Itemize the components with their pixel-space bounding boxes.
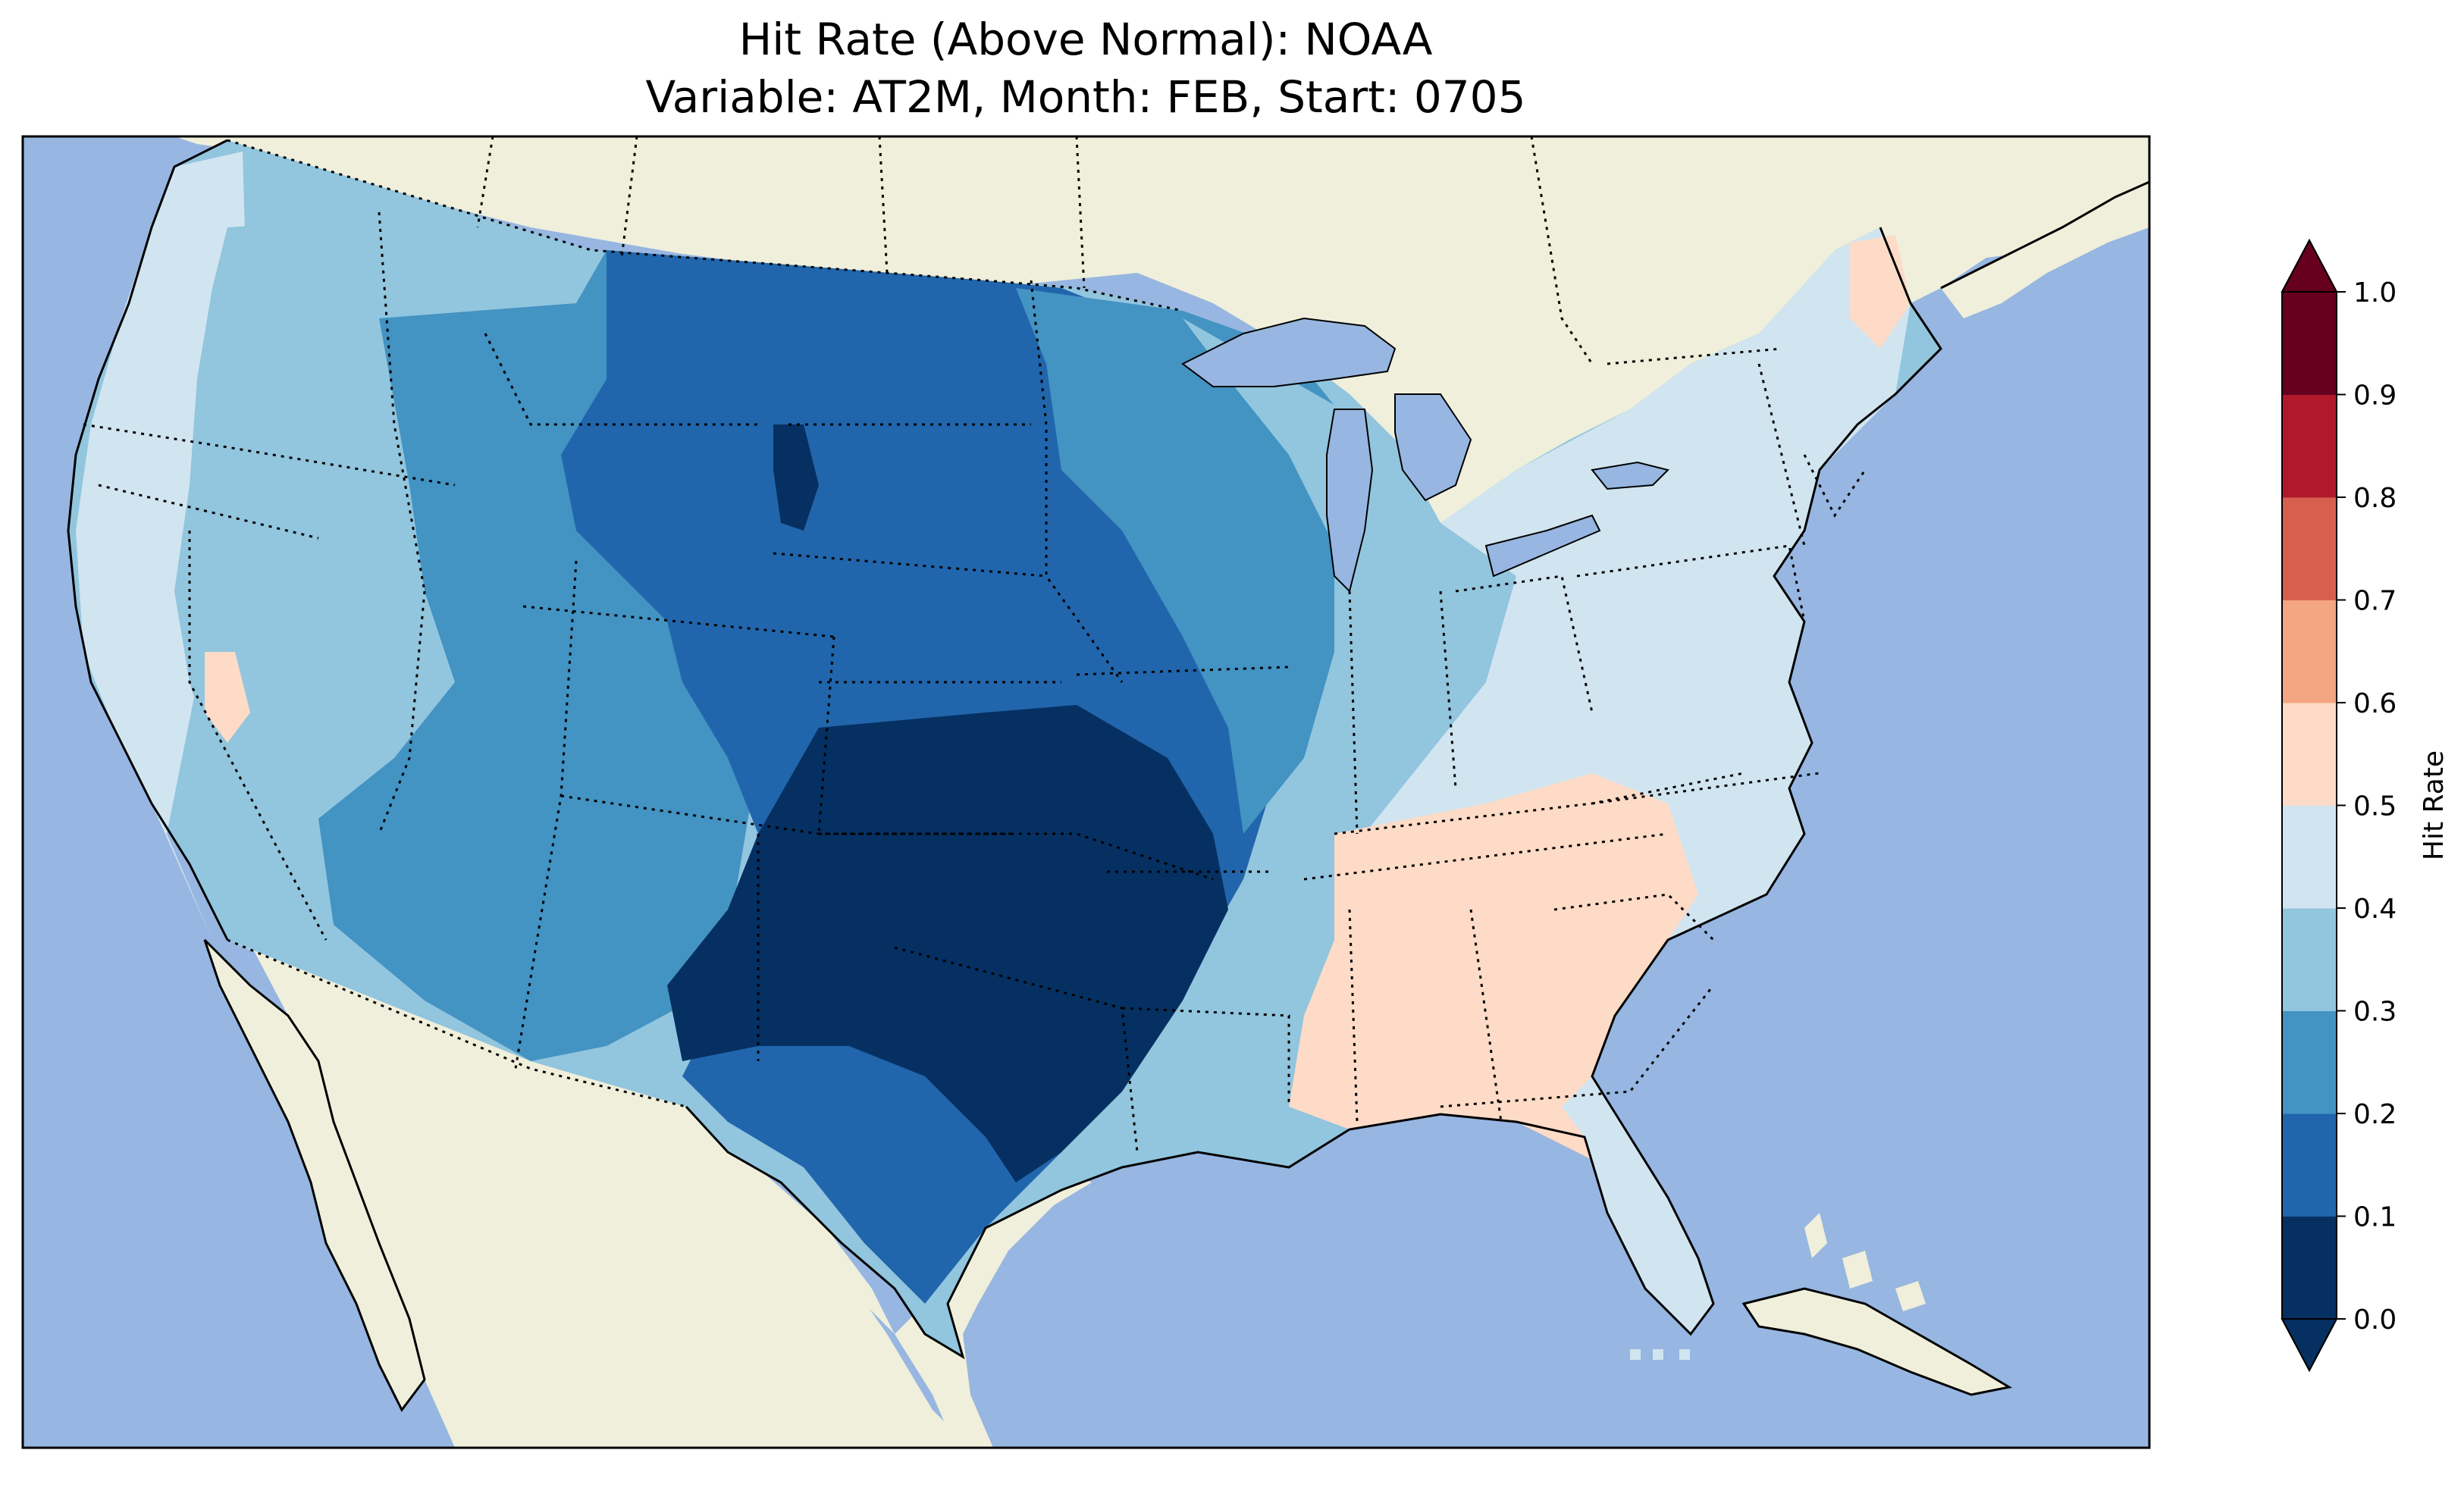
colorbar-tick-label: 0.7 [2353, 586, 2397, 617]
region-northeast-very-light [1365, 227, 1911, 955]
border-mt-wy [484, 333, 758, 426]
lake-huron [1394, 393, 1472, 502]
map-frame [21, 135, 2151, 1449]
border-mexico [227, 938, 687, 1108]
colorbar-segment [2282, 805, 2337, 909]
stray-cell [1630, 1349, 1641, 1360]
state-borders [83, 136, 1867, 1153]
border-ia-mo [1076, 666, 1290, 676]
border-ks-ok [819, 832, 1214, 881]
colorbar-segment [2282, 394, 2337, 498]
region-california-salmon [205, 652, 250, 743]
coastline-cuba [1741, 1287, 2013, 1396]
coastline-conus [67, 139, 1942, 1360]
stray-cell [1653, 1349, 1663, 1360]
border-ca-nv [188, 531, 328, 941]
colorbar-segments [2282, 292, 2337, 1320]
hit-rate-regions [76, 152, 1911, 1334]
border-wy-co [522, 605, 835, 638]
colorbar-under-arrow [2281, 1318, 2338, 1373]
colorbar-over-arrow [2281, 238, 2338, 293]
stray-cells [1630, 1349, 1690, 1360]
map-panel [23, 136, 2149, 1448]
colorbar-label: Hit Rate [2419, 750, 2450, 860]
colorbar-segment [2282, 1216, 2337, 1320]
land-bahamas [1804, 1213, 1926, 1311]
region-southeast-salmon [1289, 773, 1698, 1182]
coastline-maritimes [1940, 180, 2149, 290]
border-id [378, 211, 426, 592]
map-title: Hit Rate (Above Normal): NOAA [739, 14, 1433, 65]
coastline-mexico-west [203, 938, 426, 1412]
colorbar-tick-label: 0.3 [2353, 997, 2397, 1028]
border-ar-la [1121, 1007, 1290, 1107]
colorbar-segment [2282, 600, 2337, 703]
colorbar-segment [2282, 1010, 2337, 1114]
map-subtitle: Variable: AT2M, Month: FEB, Start: 0705 [646, 71, 1526, 123]
border-il-in [1348, 590, 1457, 835]
region-wy-darkest-patch [773, 424, 819, 531]
border-oh [1455, 575, 1594, 713]
great-lakes [1181, 317, 1669, 593]
colorbar-tick-label: 0.2 [2353, 1099, 2397, 1130]
colorbar-ticks: 0.0 0.1 0.2 0.3 0.4 0.5 0.6 0.7 0.8 0.9 1.0 [2337, 277, 2397, 1336]
border-canada-provinces [476, 136, 1782, 365]
colorbar-tick-label: 0.1 [2353, 1202, 2397, 1233]
lake-erie [1484, 514, 1601, 578]
colorbar-segment [2282, 497, 2337, 600]
region-florida-very-light [1562, 1076, 1713, 1334]
colorbar-tick-label: 0.9 [2353, 381, 2397, 412]
lake-ontario [1591, 461, 1669, 490]
colorbar-tick-label: 0.6 [2353, 688, 2397, 719]
land-maritimes [1941, 182, 2149, 318]
colorbar-segment [2282, 292, 2337, 395]
border-canada [227, 139, 1183, 312]
colorbar-segment [2282, 908, 2337, 1011]
coastlines [67, 139, 2149, 1412]
lake-superior [1181, 317, 1397, 387]
stray-cell [1679, 1349, 1690, 1360]
land-canada [174, 136, 2149, 523]
colorbar-tick-label: 0.5 [2353, 791, 2397, 822]
land-mexico-mainland [250, 944, 970, 1448]
colorbar-tick-label: 0.0 [2353, 1305, 2397, 1336]
border-ne-states [1757, 363, 1867, 547]
colorbar-segment [2282, 1113, 2337, 1217]
border-tn [1303, 832, 1669, 881]
colorbar-tick-label: 0.4 [2353, 894, 2397, 925]
region-southern-plains-darkest [667, 705, 1228, 1182]
colorbar-segment [2282, 703, 2337, 806]
colorbar: 0.0 0.1 0.2 0.3 0.4 0.5 0.6 0.7 0.8 0.9 1.0 Hit Ra… [2281, 238, 2450, 1373]
border-nv-ut [378, 590, 426, 835]
region-great-lakes-light [1183, 318, 1516, 985]
colorbar-tick-label: 1.0 [2353, 277, 2397, 309]
colorbar-tick-label: 0.8 [2353, 483, 2397, 514]
land-cuba [1744, 1289, 2009, 1395]
border-ms-al [1348, 909, 1503, 1123]
